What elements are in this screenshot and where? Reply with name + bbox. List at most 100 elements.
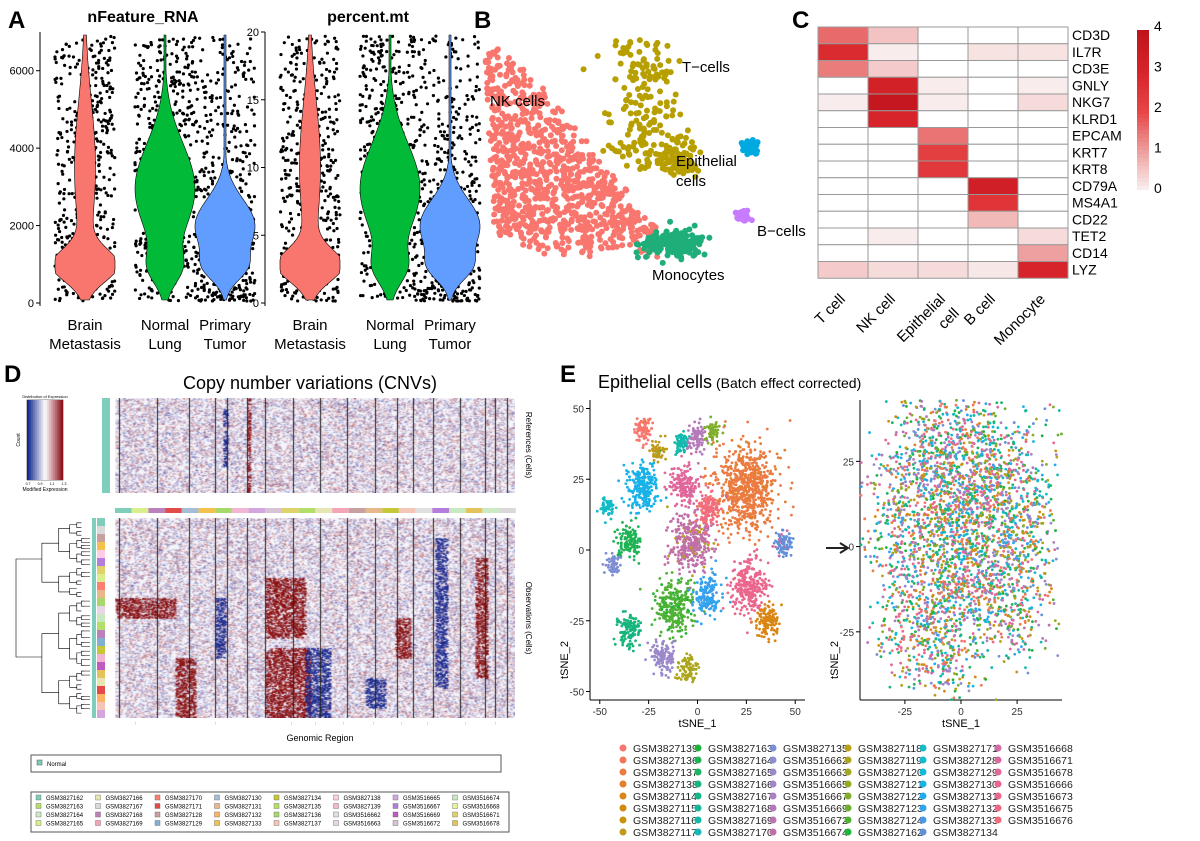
jitter-point xyxy=(99,120,103,124)
jitter-point xyxy=(327,95,331,99)
jitter-point xyxy=(244,155,249,159)
legend-swatch xyxy=(392,803,399,809)
dendrogram-branch xyxy=(69,696,77,710)
sample-strip xyxy=(282,508,299,513)
jitter-point xyxy=(459,125,463,130)
jitter-point xyxy=(108,246,112,250)
jitter-point xyxy=(397,65,402,69)
jitter-point xyxy=(290,73,295,77)
tsne-point xyxy=(643,40,650,47)
jitter-point xyxy=(238,158,242,162)
legend-label: GSM3827169 xyxy=(106,822,144,828)
tsne-point xyxy=(706,441,710,445)
tsne-point xyxy=(552,240,559,247)
jitter-point xyxy=(181,83,186,87)
jitter-point xyxy=(155,68,160,73)
tsne-point xyxy=(635,503,638,507)
jitter-point xyxy=(245,287,249,291)
jitter-point xyxy=(374,67,379,71)
tsne-point xyxy=(600,218,607,225)
jitter-point xyxy=(321,185,325,189)
jitter-point xyxy=(202,288,206,293)
jitter-point xyxy=(111,222,115,226)
x-category-label: Lung xyxy=(148,336,181,353)
heatmap-cell xyxy=(817,160,869,179)
jitter-point xyxy=(442,296,446,300)
jitter-point xyxy=(133,169,137,173)
tsne-point xyxy=(633,249,640,256)
dendrogram-branch xyxy=(81,538,85,543)
jitter-point xyxy=(177,79,181,83)
jitter-point xyxy=(302,61,306,66)
jitter-point xyxy=(65,216,69,220)
jitter-point xyxy=(103,293,107,298)
tsne-point xyxy=(622,463,626,467)
x-tick-label: -50 xyxy=(593,707,608,718)
jitter-point xyxy=(215,295,220,299)
jitter-point xyxy=(362,64,366,69)
inset-ylabel: Count xyxy=(16,433,22,447)
jitter-point xyxy=(281,108,286,112)
tsne-point xyxy=(633,472,637,476)
jitter-point xyxy=(216,105,221,109)
tsne-point xyxy=(625,150,632,157)
jitter-point xyxy=(328,69,332,73)
chromosome-tick: | xyxy=(465,721,466,725)
legend-label: GSM3827128 xyxy=(165,813,203,819)
sample-strip xyxy=(265,508,282,513)
tsne-point xyxy=(665,487,668,491)
colorbar-segment xyxy=(1137,110,1149,115)
heatmap-cell xyxy=(1017,110,1069,128)
tsne-point xyxy=(647,73,654,80)
jitter-point xyxy=(55,76,59,80)
inset-xtick: 1.1 xyxy=(50,482,55,486)
colorbar-segment xyxy=(1137,62,1149,67)
jitter-point xyxy=(327,169,331,173)
jitter-point xyxy=(225,58,229,62)
jitter-point xyxy=(191,38,196,43)
jitter-point xyxy=(112,127,116,131)
tsne-point xyxy=(526,179,533,186)
jitter-point xyxy=(71,155,75,160)
x-category-label: Primary xyxy=(199,317,251,334)
jitter-point xyxy=(73,109,77,114)
tsne-point xyxy=(505,54,512,61)
jitter-point xyxy=(186,66,190,70)
legend-swatch xyxy=(154,820,161,826)
jitter-point xyxy=(245,299,249,303)
jitter-point xyxy=(457,106,462,111)
jitter-point xyxy=(241,74,246,79)
jitter-point xyxy=(106,122,110,126)
jitter-point xyxy=(368,284,372,288)
inset-xtick: 1.3 xyxy=(62,482,67,486)
jitter-point xyxy=(71,291,75,296)
tsne-point xyxy=(652,482,656,486)
jitter-point xyxy=(253,278,257,283)
jitter-point xyxy=(412,279,416,283)
jitter-point xyxy=(209,79,213,83)
jitter-point xyxy=(331,195,336,199)
jitter-point xyxy=(102,235,106,240)
jitter-point xyxy=(65,129,69,134)
tsne-point xyxy=(608,178,615,185)
jitter-point xyxy=(194,175,198,179)
tsne-point xyxy=(744,151,751,158)
tsne-point xyxy=(607,236,614,243)
jitter-point xyxy=(473,42,477,46)
tsne-point xyxy=(646,130,653,137)
jitter-point xyxy=(436,144,440,149)
jitter-point xyxy=(173,102,177,106)
jitter-point xyxy=(336,290,340,295)
jitter-point xyxy=(421,48,426,52)
jitter-point xyxy=(174,79,178,83)
jitter-point xyxy=(369,119,373,123)
jitter-point xyxy=(160,38,165,42)
tsne-point xyxy=(543,117,550,124)
jitter-point xyxy=(95,224,99,228)
colorbar-tick-label: 1 xyxy=(1154,140,1162,156)
jitter-point xyxy=(191,215,196,219)
jitter-point xyxy=(150,106,155,111)
tsne-point xyxy=(620,105,627,112)
jitter-point xyxy=(377,61,381,65)
